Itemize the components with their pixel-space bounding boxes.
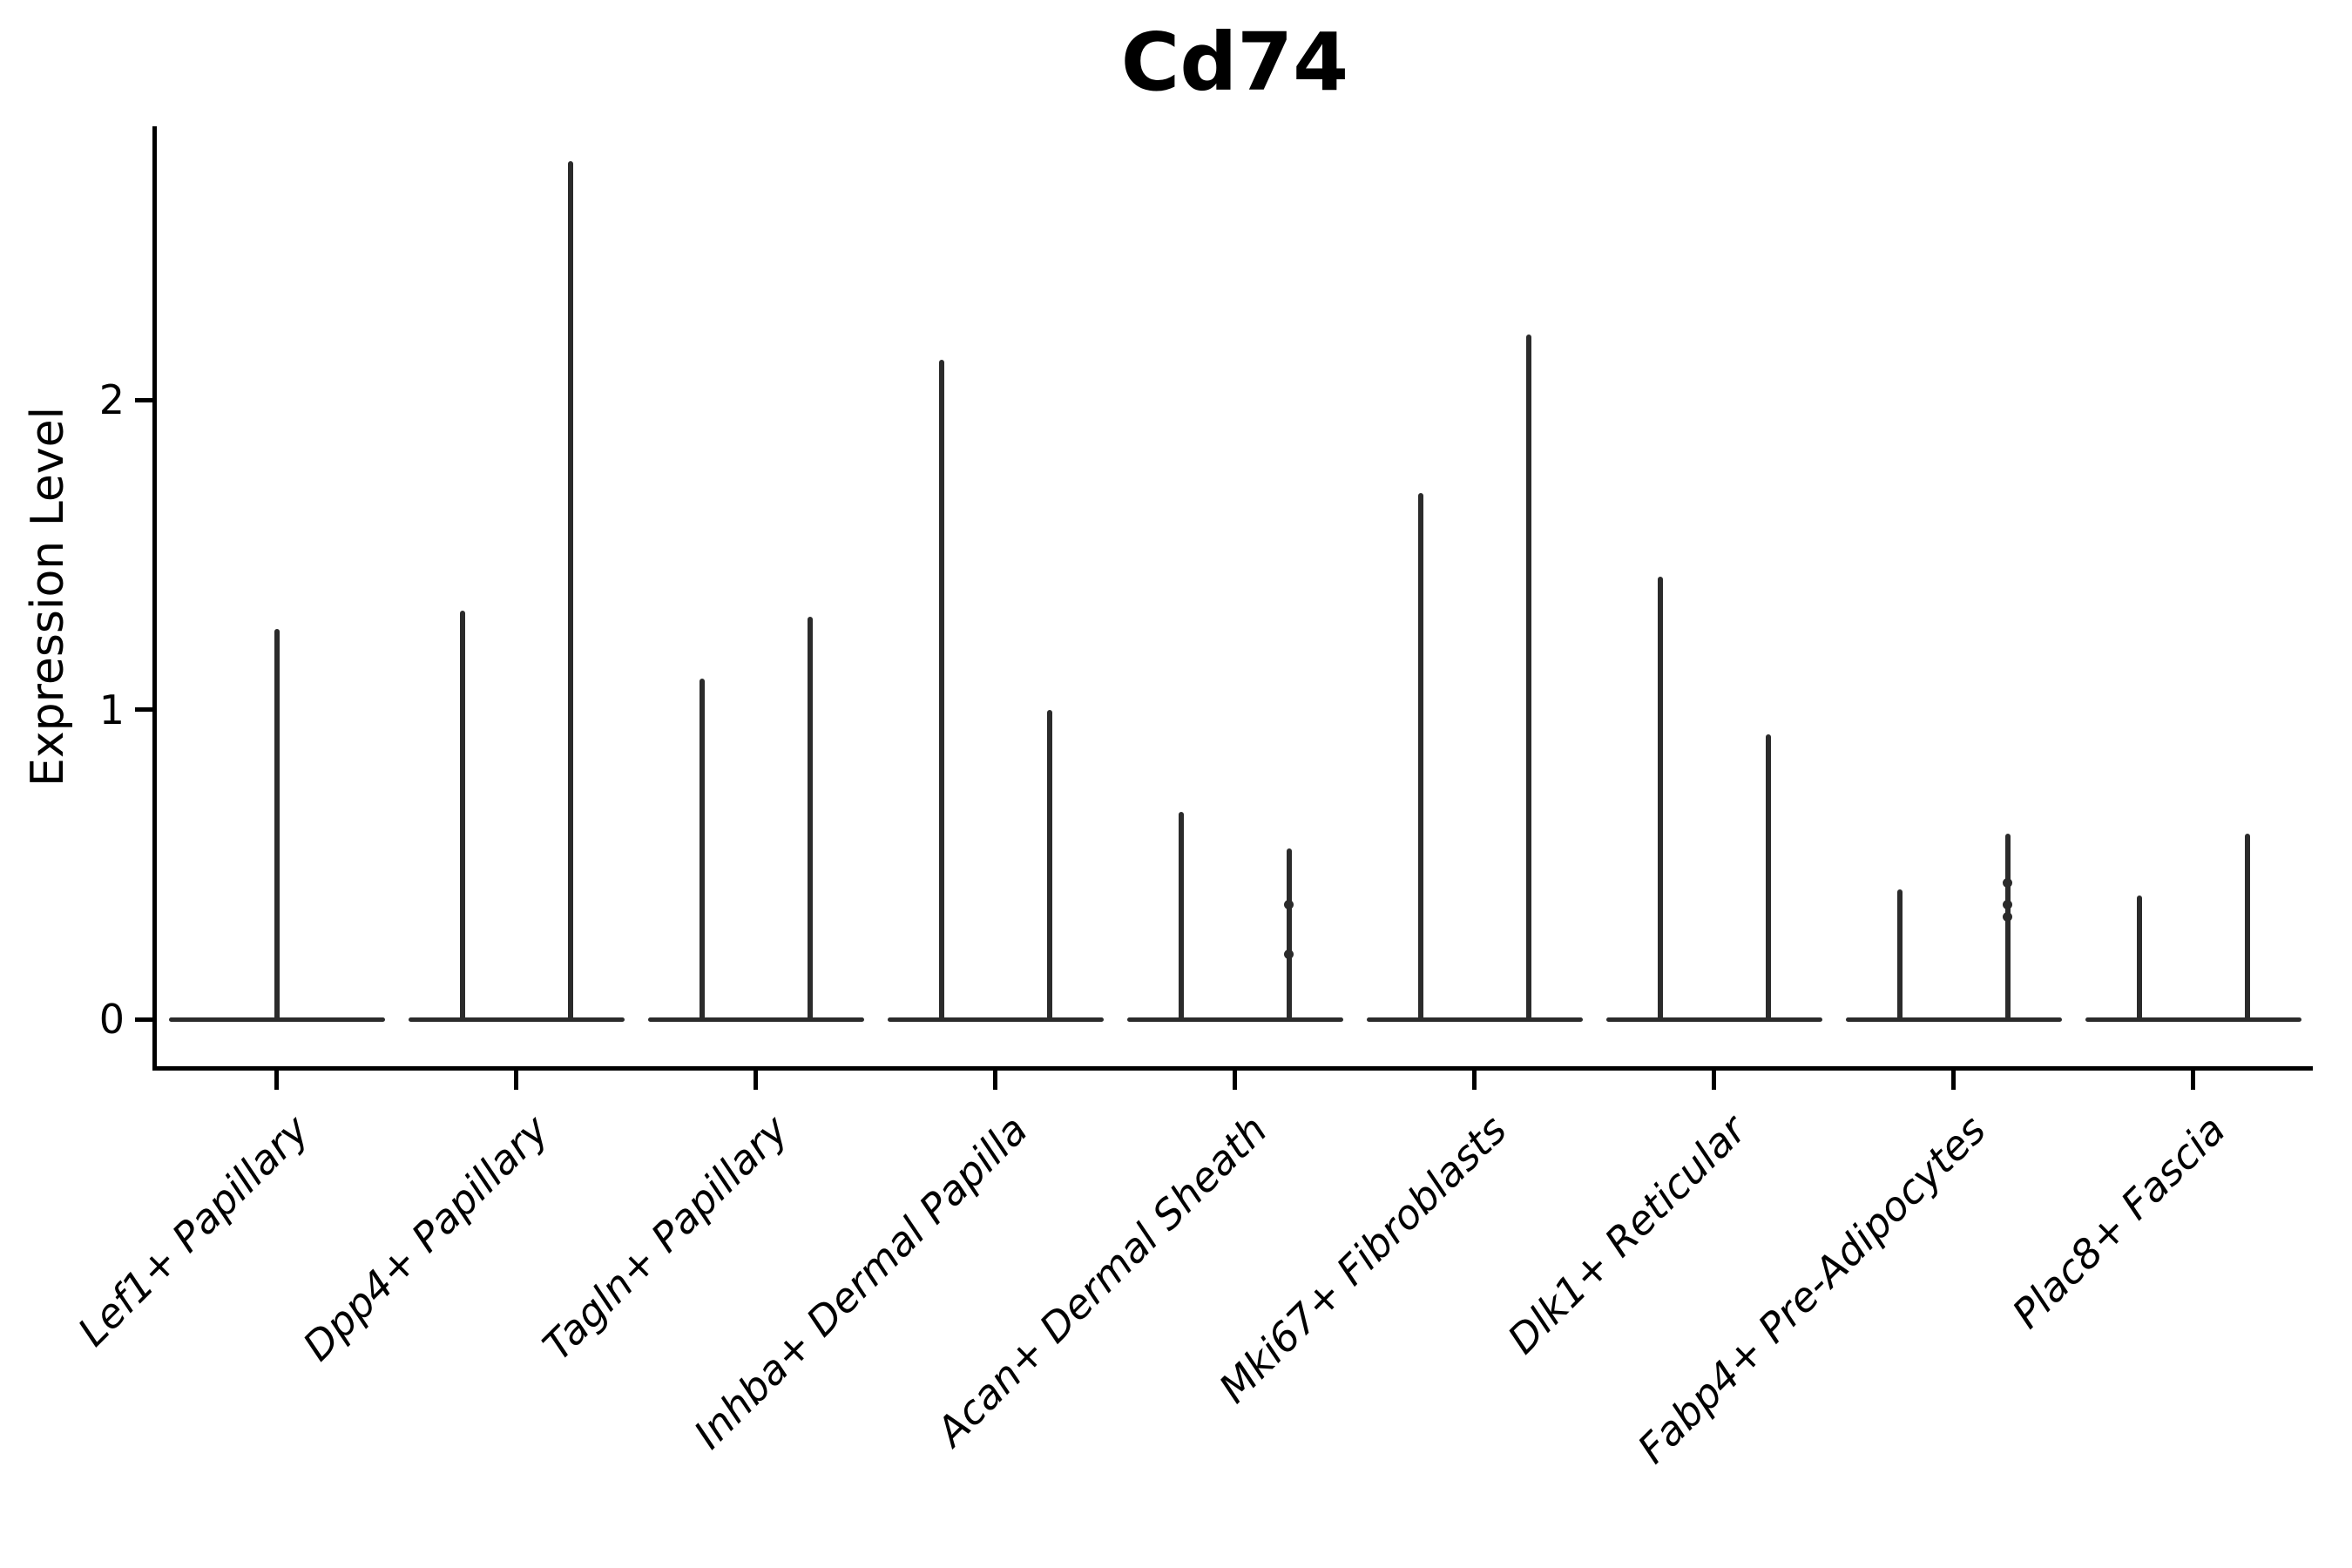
violin-spike	[938, 359, 944, 1019]
y-tick	[135, 1017, 152, 1022]
violin-spike	[1286, 848, 1292, 1019]
violin-spike	[699, 678, 705, 1019]
jitter-dot	[2003, 912, 2012, 923]
violin-baseline	[1366, 1017, 1583, 1022]
x-tick	[514, 1071, 518, 1090]
x-tick	[1951, 1071, 1956, 1090]
violin-spike	[2004, 833, 2011, 1019]
violin-spike	[1657, 576, 1663, 1019]
jitter-dot	[2003, 899, 2012, 909]
violin-spike	[1417, 492, 1423, 1019]
violin-baseline	[647, 1017, 864, 1022]
violin-spike	[274, 629, 280, 1019]
x-tick	[274, 1071, 279, 1090]
x-tick	[1472, 1071, 1477, 1090]
violin-spike	[567, 161, 573, 1019]
y-tick-label: 0	[98, 996, 125, 1043]
violin-spike	[1765, 733, 1771, 1019]
y-axis-spine	[152, 126, 157, 1071]
violin-baseline	[1605, 1017, 1822, 1022]
x-tick	[1233, 1071, 1237, 1090]
jitter-dot	[1284, 899, 1294, 909]
violin-baseline	[887, 1017, 1104, 1022]
violin-baseline	[1126, 1017, 1343, 1022]
chart-title: Cd74	[1120, 16, 1349, 109]
violin-baseline	[1845, 1017, 2062, 1022]
violin-spike	[459, 610, 465, 1019]
jitter-dot	[1284, 949, 1294, 959]
x-tick	[2191, 1071, 2195, 1090]
violin-baseline	[2085, 1017, 2301, 1022]
jitter-dot	[2003, 878, 2012, 889]
violin-spike	[1525, 335, 1531, 1019]
x-tick	[1712, 1071, 1716, 1090]
violin-spike	[1046, 709, 1052, 1019]
violin-baseline	[168, 1017, 385, 1022]
y-tick-label: 1	[98, 686, 125, 733]
violin-spike	[2136, 895, 2142, 1019]
violin-spike	[2244, 833, 2250, 1019]
violin-baseline	[408, 1017, 625, 1022]
x-tick	[754, 1071, 758, 1090]
x-tick	[993, 1071, 997, 1090]
violin-spike	[807, 616, 813, 1019]
x-axis-spine	[152, 1066, 2313, 1071]
y-tick	[135, 397, 152, 402]
y-tick	[135, 707, 152, 712]
violin-spike	[1896, 889, 1903, 1019]
violin-spike	[1178, 811, 1184, 1019]
y-tick-label: 2	[98, 376, 125, 423]
